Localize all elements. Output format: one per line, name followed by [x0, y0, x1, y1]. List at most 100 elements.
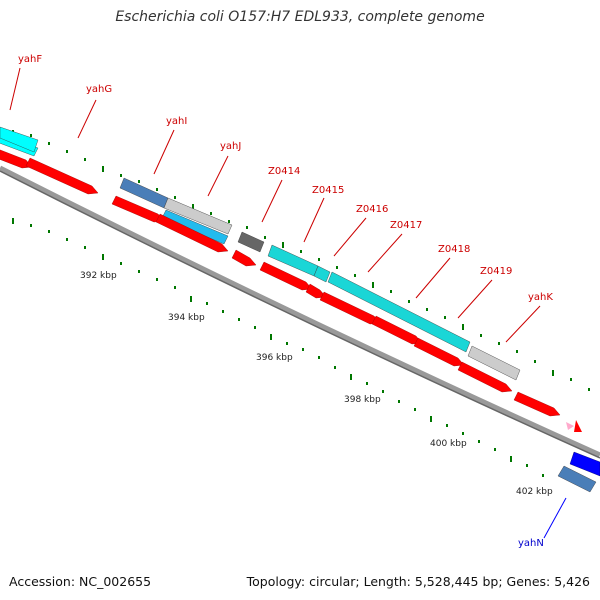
tick-mark — [430, 416, 432, 422]
tick-mark — [444, 316, 446, 319]
gene-label: yahN — [518, 538, 544, 549]
tick-mark — [228, 220, 230, 223]
tick-mark — [206, 302, 208, 305]
tick-mark — [210, 212, 212, 215]
yahk-cds — [467, 345, 521, 381]
gene-leader-line — [543, 497, 567, 539]
gene-leader-line — [77, 99, 97, 139]
gene-leader-line — [457, 279, 493, 319]
tick-mark — [534, 360, 536, 363]
tick-mark — [264, 236, 266, 239]
yahj-cds — [163, 197, 233, 235]
red-feature-small — [574, 420, 582, 432]
yahn-cds — [557, 465, 597, 493]
gene-label: Z0417 — [390, 220, 422, 231]
arrow-z0416 — [305, 283, 327, 299]
z0417-z0418-cds — [327, 271, 471, 353]
tick-mark — [222, 310, 224, 313]
tick-mark — [462, 432, 464, 435]
kbp-scale-label: 394 kbp — [168, 313, 205, 323]
tick-mark — [102, 254, 104, 260]
gene-leader-line — [415, 257, 451, 299]
gene-leader-line — [261, 179, 283, 223]
gene-label: yahG — [86, 84, 112, 95]
tick-mark — [254, 326, 256, 329]
gene-label: Z0419 — [480, 266, 512, 277]
gene-label: Z0414 — [268, 166, 300, 177]
kbp-scale-label: 398 kbp — [344, 395, 381, 405]
tick-mark — [318, 258, 320, 261]
tick-mark — [84, 246, 86, 249]
tick-mark — [30, 224, 32, 227]
tick-mark — [336, 266, 338, 269]
tick-mark — [156, 278, 158, 281]
tick-mark — [498, 342, 500, 345]
kbp-scale-label: 402 kbp — [516, 487, 553, 497]
tick-mark — [414, 408, 416, 411]
tick-mark — [478, 440, 480, 443]
blue-cds — [569, 451, 600, 477]
gene-label: Z0416 — [356, 204, 388, 215]
tick-mark — [570, 378, 572, 381]
arrow-yahj — [155, 213, 229, 253]
arrow-yahk — [513, 391, 561, 417]
tick-mark — [246, 226, 248, 229]
kbp-scale-label: 400 kbp — [430, 439, 467, 449]
gene-label: yahJ — [220, 141, 241, 152]
tick-mark — [12, 218, 14, 224]
gene-leader-line — [153, 129, 175, 175]
arrow-z0418 — [413, 337, 465, 367]
tick-mark — [238, 318, 240, 321]
gene-leader-line — [9, 67, 21, 111]
tick-mark — [390, 290, 392, 293]
tick-mark — [48, 230, 50, 233]
arrow-yahf — [0, 149, 33, 169]
tick-mark — [480, 334, 482, 337]
tick-mark — [286, 342, 288, 345]
accession-text: Accession: NC_002655 — [9, 574, 152, 589]
gene-label: Z0418 — [438, 244, 470, 255]
tick-mark — [372, 282, 374, 288]
tick-mark — [542, 474, 544, 477]
gene-label: yahI — [166, 116, 187, 127]
tick-mark — [588, 388, 590, 391]
arrow-z0415 — [259, 261, 313, 291]
gene-leader-line — [505, 305, 541, 343]
tick-mark — [48, 142, 50, 145]
arrow-z0419 — [457, 361, 513, 393]
yahj-strip — [161, 209, 229, 245]
tick-mark — [510, 456, 512, 462]
tick-mark — [270, 334, 272, 340]
arrow-z0414 — [231, 249, 257, 267]
position-dots-inner — [12, 218, 544, 477]
gene-leader-line — [303, 197, 325, 243]
tick-mark — [382, 390, 384, 393]
gene-leader-line — [333, 217, 367, 257]
tick-mark — [156, 188, 158, 191]
gene-leader-line — [367, 233, 403, 273]
tick-mark — [446, 424, 448, 427]
position-dots-outer — [12, 130, 590, 391]
tick-mark — [354, 274, 356, 277]
pink-feature — [566, 422, 574, 430]
gene-label: yahK — [528, 292, 553, 303]
tick-mark — [138, 270, 140, 273]
gene-label: Z0415 — [312, 185, 344, 196]
tick-mark — [552, 370, 554, 376]
tick-mark — [494, 448, 496, 451]
tick-mark — [192, 204, 194, 210]
tick-mark — [318, 356, 320, 359]
genome-backbone — [0, 165, 600, 458]
map-title: Escherichia coli O157:H7 EDL933, complet… — [115, 9, 485, 25]
genome-backbone-shadow — [0, 170, 600, 459]
kbp-scale-label: 396 kbp — [256, 353, 293, 363]
z0414-cds — [237, 231, 265, 253]
gene-leader-line — [207, 155, 229, 197]
tick-mark — [120, 262, 122, 265]
tick-mark — [516, 350, 518, 353]
z0416-cds — [313, 265, 331, 283]
gene-label: yahF — [18, 54, 42, 65]
tick-mark — [66, 238, 68, 241]
arrow-yahg — [25, 157, 99, 195]
tick-mark — [282, 242, 284, 248]
